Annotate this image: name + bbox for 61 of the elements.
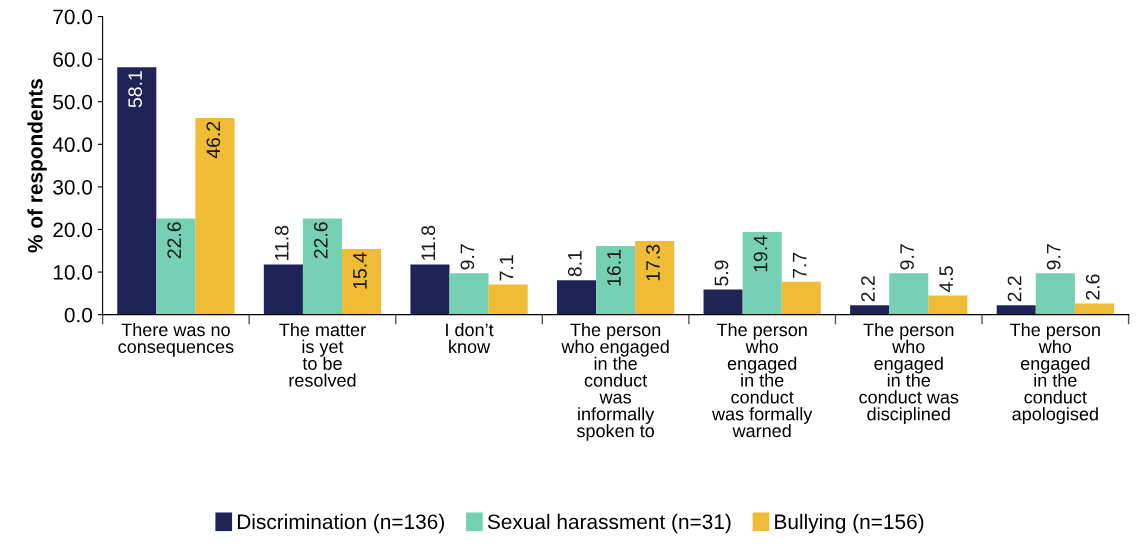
x-tick-label: The person who engaged in the conduct was formally warned xyxy=(711,322,813,438)
bar xyxy=(996,305,1036,315)
bar xyxy=(1074,303,1114,315)
y-tick-label: 20.0 xyxy=(53,222,93,238)
data-label: 7.1 xyxy=(499,255,514,281)
bar xyxy=(156,218,196,315)
data-label: 5.9 xyxy=(714,260,729,286)
bar xyxy=(1035,273,1075,315)
y-axis-title: % of respondents xyxy=(27,79,47,253)
bar xyxy=(117,67,157,315)
bar xyxy=(195,117,235,315)
x-tick-label: The person who engaged in the conduct was disciplined xyxy=(859,322,959,424)
data-label: 2.6 xyxy=(1085,274,1100,300)
bar xyxy=(556,280,597,315)
y-tick-label: 10.0 xyxy=(53,265,93,280)
bar xyxy=(596,246,636,315)
bar xyxy=(263,264,303,315)
data-label: 7.7 xyxy=(792,252,807,278)
bar xyxy=(635,240,675,315)
data-label: 46.2 xyxy=(206,121,221,159)
y-tick-label: 30.0 xyxy=(53,179,93,195)
data-label: 15.4 xyxy=(353,252,367,289)
x-tick-label: The person who engaged in the conduct apologised xyxy=(1010,322,1100,424)
bar xyxy=(703,289,743,315)
data-label: 22.6 xyxy=(313,222,328,259)
data-label: 11.8 xyxy=(274,225,289,260)
data-label: 17.3 xyxy=(646,244,660,281)
bar xyxy=(410,264,450,315)
data-label: 9.7 xyxy=(900,244,914,270)
y-tick-label: 0.0 xyxy=(64,307,93,323)
data-label: 9.7 xyxy=(1046,244,1061,270)
bar xyxy=(302,218,342,315)
data-label: 9.7 xyxy=(460,244,475,270)
data-label: 8.1 xyxy=(567,251,582,277)
y-tick-label: 40.0 xyxy=(52,137,93,153)
x-tick-label: There was no consequences xyxy=(118,322,234,357)
data-label: 11.8 xyxy=(421,225,436,260)
data-label: 2.2 xyxy=(1007,276,1022,302)
bar xyxy=(928,295,968,315)
data-label: 4.5 xyxy=(939,266,954,293)
bar xyxy=(742,232,782,315)
legend-label: Sexual harassment (n=31) xyxy=(487,513,731,534)
bar xyxy=(342,249,382,315)
x-tick-label: I don’t know xyxy=(446,322,494,354)
y-tick-label: 70.0 xyxy=(53,9,93,25)
data-label: 2.2 xyxy=(861,276,875,302)
data-label: 22.6 xyxy=(167,222,182,259)
bar xyxy=(488,284,528,315)
bar xyxy=(850,305,890,315)
bar xyxy=(889,273,929,315)
y-tick-label: 60.0 xyxy=(53,52,93,67)
legend-label: Discrimination (n=136) xyxy=(237,513,444,534)
bar xyxy=(781,281,821,315)
x-tick-label: The person who engaged in the conduct was informally spoken to xyxy=(561,322,669,441)
y-tick-label: 50.0 xyxy=(53,94,93,110)
data-label: 19.4 xyxy=(753,235,768,272)
data-label: 16.1 xyxy=(607,250,621,286)
data-label: 58.1 xyxy=(128,71,143,108)
bar xyxy=(449,273,489,315)
legend-label: Bullying (n=156) xyxy=(775,513,924,534)
x-tick-label: The matter is yet to be resolved xyxy=(279,322,366,387)
